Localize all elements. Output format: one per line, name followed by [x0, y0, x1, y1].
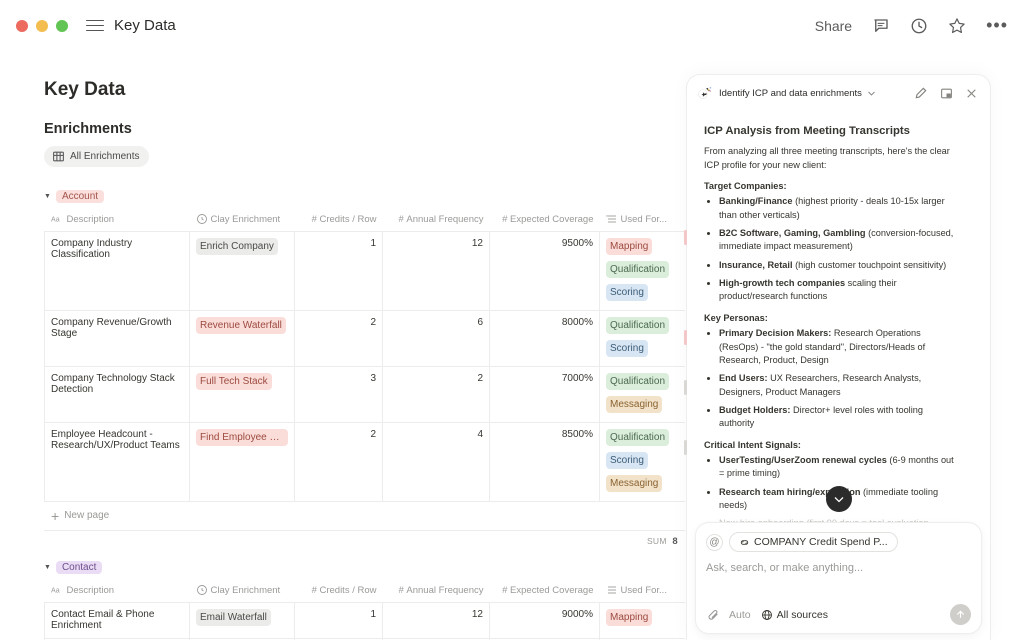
svg-text:Aa: Aa: [51, 587, 60, 594]
svg-text:Aa: Aa: [51, 216, 60, 223]
